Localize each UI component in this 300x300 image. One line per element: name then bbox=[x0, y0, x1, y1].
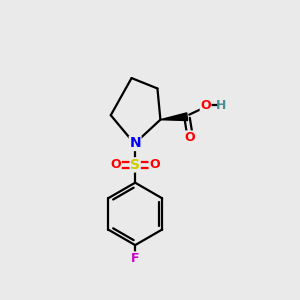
Text: N: N bbox=[129, 136, 141, 151]
Text: O: O bbox=[184, 131, 195, 144]
Text: O: O bbox=[110, 158, 121, 171]
Text: H: H bbox=[216, 99, 226, 112]
Polygon shape bbox=[160, 113, 188, 121]
Text: O: O bbox=[200, 99, 211, 112]
Text: S: S bbox=[130, 158, 140, 172]
Text: F: F bbox=[131, 252, 140, 265]
Text: O: O bbox=[149, 158, 160, 171]
